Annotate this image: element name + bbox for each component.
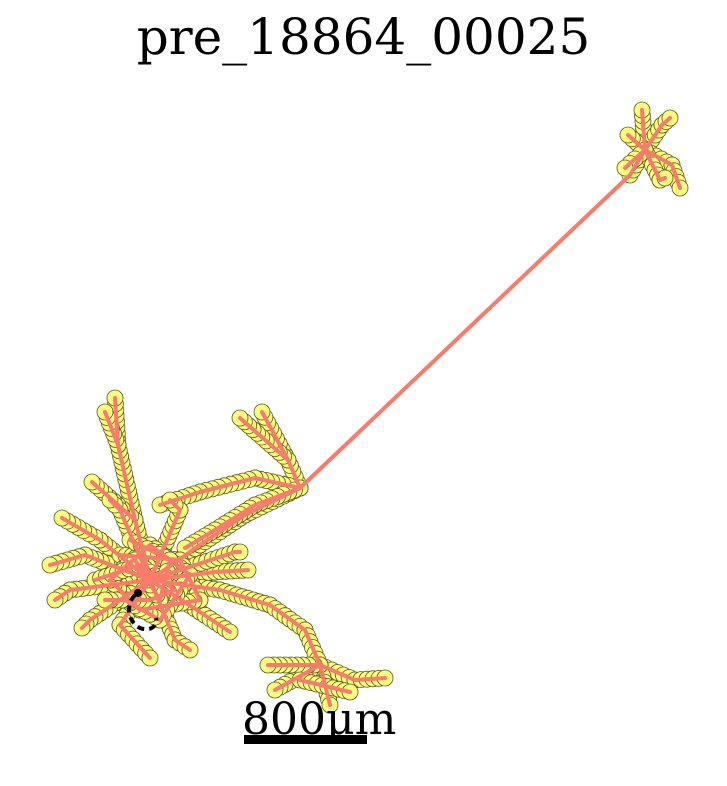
- skeleton-segment: [183, 486, 302, 550]
- skeleton-segment: [148, 578, 322, 667]
- skeleton-segment: [53, 578, 152, 602]
- skeleton-segment: [148, 578, 232, 634]
- figure-title: pre_18864_00025: [136, 8, 591, 66]
- soma-outline: [127, 593, 159, 632]
- skeleton-segment: [108, 543, 202, 622]
- skeleton-segment: [128, 538, 172, 602]
- skeleton-segment: [158, 476, 302, 507]
- skeleton-segment: [298, 173, 632, 490]
- skeleton-segment: [48, 553, 152, 582]
- skeleton-segment: [238, 416, 290, 462]
- skeleton-segment: [318, 663, 387, 682]
- skeleton-segment: [148, 550, 242, 582]
- skeleton-segment: [148, 568, 250, 582]
- skeleton-segment: [93, 563, 177, 602]
- skeleton-segment: [273, 663, 322, 692]
- skeleton-segment: [80, 578, 152, 630]
- skeleton-segment: [626, 133, 647, 152]
- skeleton-segment: [623, 148, 647, 170]
- scale-bar: [244, 735, 367, 744]
- node-markers: [41, 101, 689, 714]
- skeleton-segment: [298, 678, 352, 694]
- skeleton-segment: [643, 148, 682, 190]
- soma-marker: [127, 589, 159, 632]
- soma-dot: [134, 589, 142, 597]
- skeleton-segment: [643, 148, 667, 182]
- skeleton-segment: [643, 116, 672, 152]
- skeleton-segment: [103, 410, 120, 447]
